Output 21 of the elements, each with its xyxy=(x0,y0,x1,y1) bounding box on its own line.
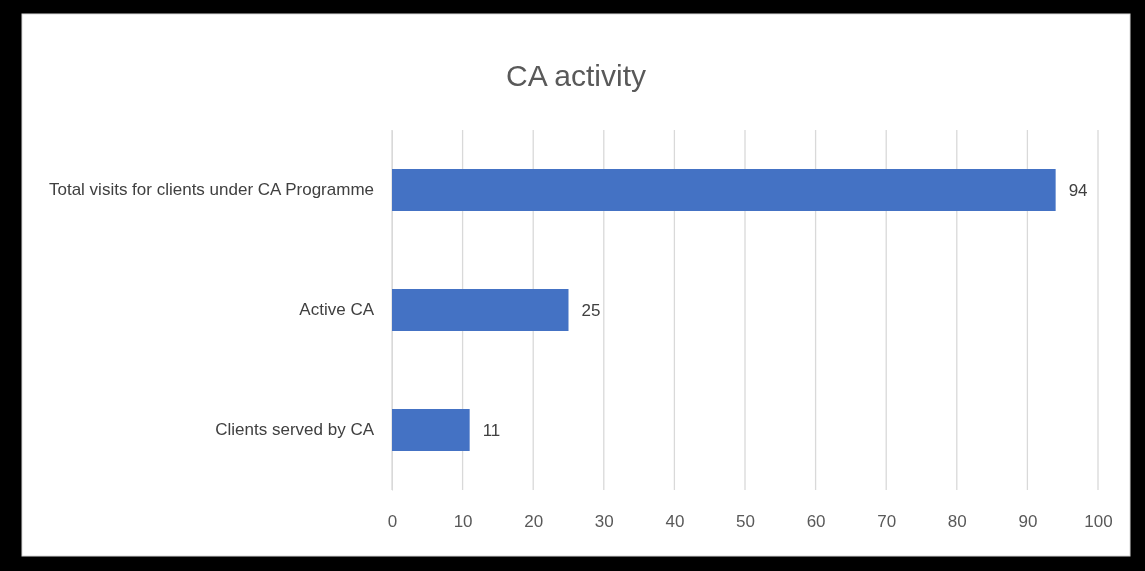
data-label: 94 xyxy=(1068,180,1088,200)
y-tick-label: Clients served by CA xyxy=(215,420,375,440)
bar xyxy=(392,169,1056,211)
bar xyxy=(392,289,569,331)
chart-title: CA activity xyxy=(505,59,647,92)
x-tick-label: 70 xyxy=(877,512,897,532)
x-tick-label: 50 xyxy=(736,512,755,532)
x-tick-label: 80 xyxy=(947,512,967,532)
data-label: 25 xyxy=(581,300,601,320)
data-label: 11 xyxy=(482,420,501,440)
x-tick-label: 30 xyxy=(594,512,614,532)
x-tick-label: 10 xyxy=(453,512,473,532)
x-tick-label: 60 xyxy=(806,512,826,532)
y-tick-label: Active CA xyxy=(299,300,375,320)
y-tick-label: Total visits for clients under CA Programme xyxy=(48,180,374,200)
x-tick-label: 0 xyxy=(387,512,398,532)
bar xyxy=(392,409,470,451)
x-tick-label: 90 xyxy=(1018,512,1038,532)
x-tick-label: 100 xyxy=(1084,512,1113,532)
x-tick-label: 20 xyxy=(524,512,544,532)
x-tick-label: 40 xyxy=(665,512,685,532)
